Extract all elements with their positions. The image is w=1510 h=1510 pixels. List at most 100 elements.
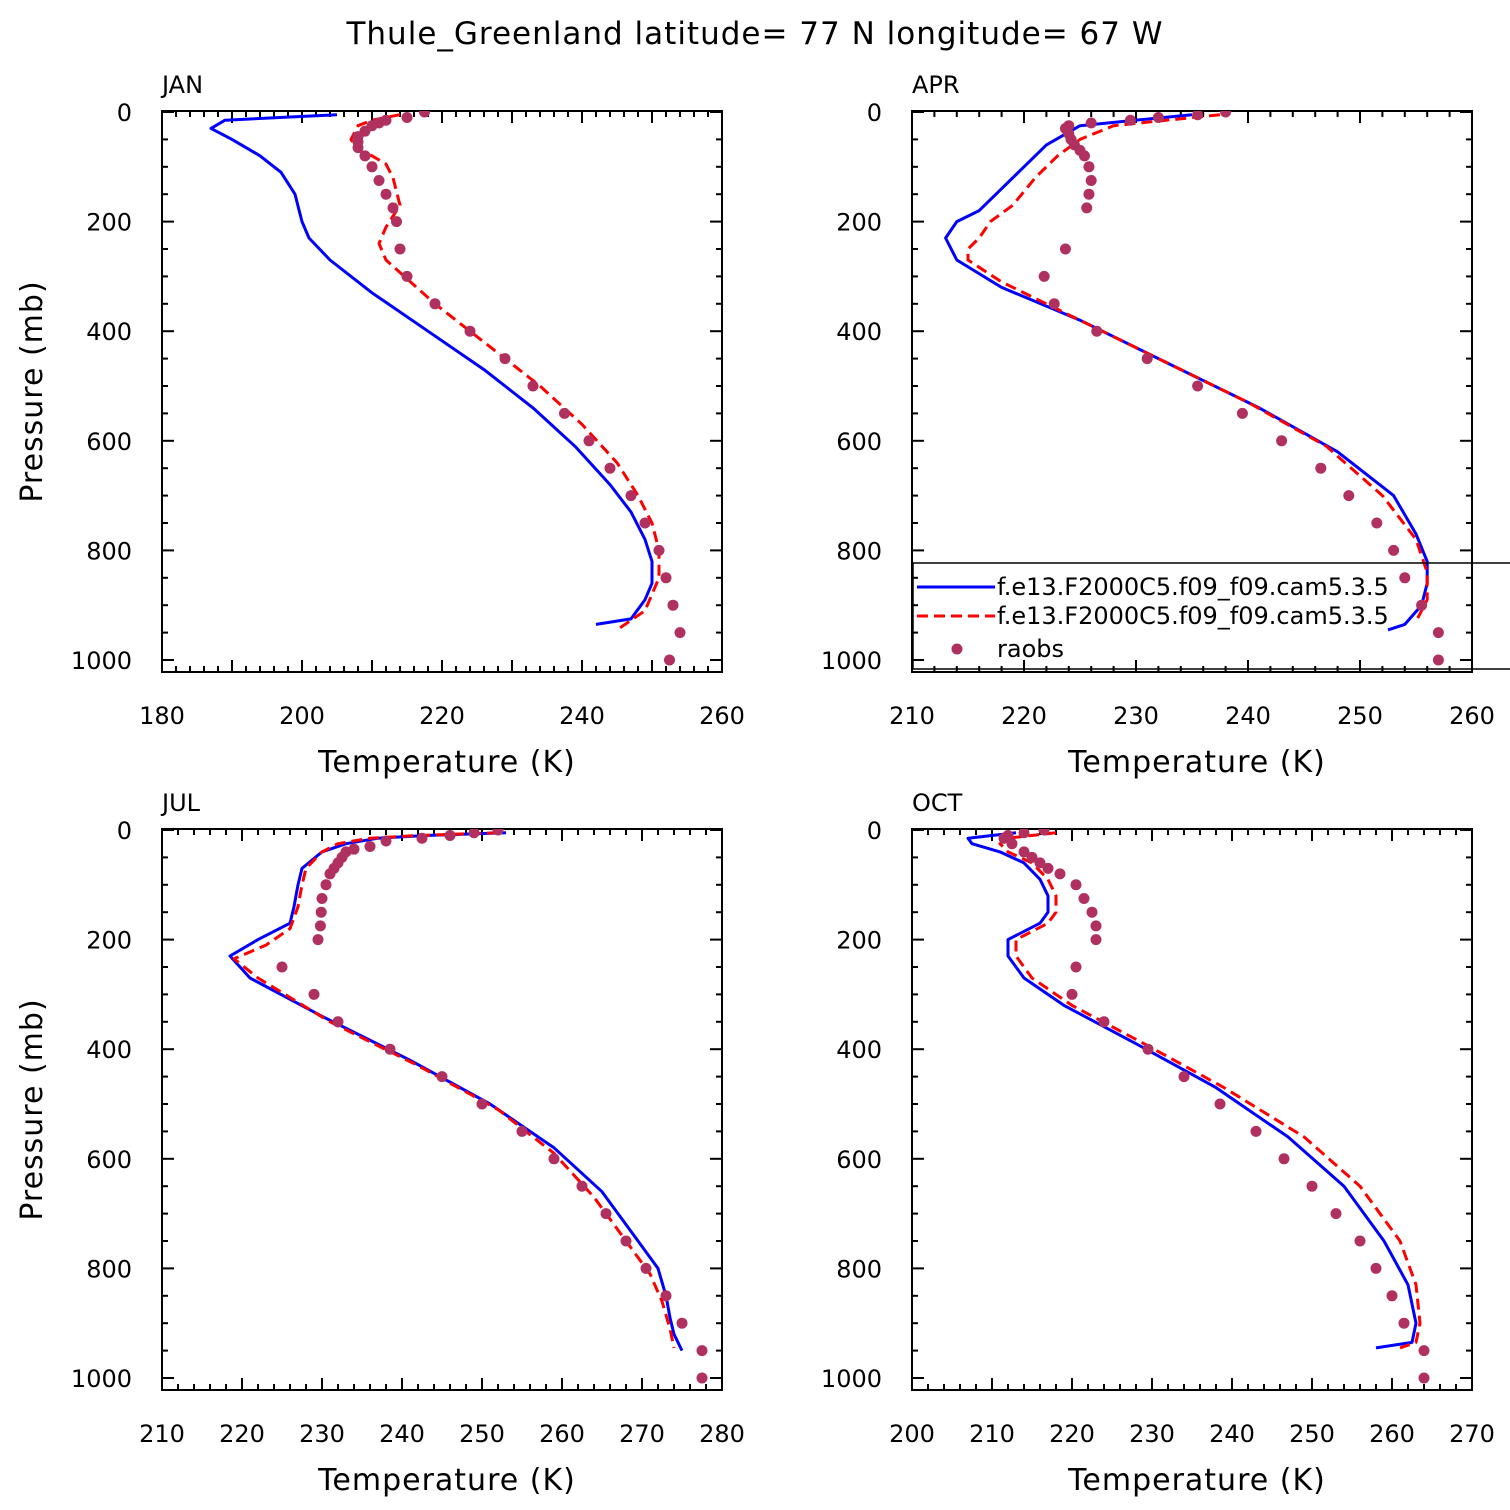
raobs-point — [516, 1125, 528, 1137]
plot-frame — [911, 110, 1473, 673]
raobs-point — [664, 654, 675, 666]
raobs-point — [429, 298, 441, 310]
x-tick-label: 240 — [1209, 1420, 1255, 1448]
raobs-point — [444, 829, 456, 841]
x-tick-label: 200 — [889, 1420, 935, 1448]
raobs-point — [499, 353, 511, 365]
series-group — [966, 829, 1430, 1384]
series-line-solid — [966, 831, 1418, 1350]
panels-group: JAN 180 200 220 240 260 0 200 400 600 800 1000 Tempe… — [15, 71, 1495, 1498]
panel-oct: OCT 200 210 220 230 240 250 260 270 0 200 400 600 800… — [821, 789, 1495, 1498]
y-tick-label: 600 — [86, 428, 132, 456]
y-tick-label: 400 — [836, 318, 882, 346]
raobs-point — [1054, 868, 1066, 880]
x-tick-label: 230 — [1129, 1420, 1175, 1448]
x-tick-label: 240 — [559, 702, 605, 730]
x-axis-label: Temperature (K) — [1067, 745, 1326, 780]
series-line-solid — [209, 113, 654, 626]
x-tick-label: 230 — [299, 1420, 345, 1448]
raobs-point — [1432, 654, 1444, 666]
plot-frame — [161, 828, 723, 1391]
y-tick-label: 1000 — [71, 1365, 132, 1393]
panel-title: APR — [912, 71, 960, 99]
raobs-point — [1083, 188, 1095, 200]
raobs-point — [1059, 243, 1071, 255]
raobs-point — [1141, 353, 1153, 365]
y-tick-label: 400 — [836, 1036, 882, 1064]
raobs-point — [653, 544, 665, 556]
plot-frame — [911, 828, 1473, 1391]
raobs-point — [1026, 851, 1038, 863]
y-tick-label: 1000 — [71, 647, 132, 675]
y-tick-label: 600 — [86, 1146, 132, 1174]
panel-title: OCT — [912, 789, 963, 817]
panel-jul: JUL 210 220 230 240 250 260 270 280 0 200 400 600 800… — [15, 789, 745, 1498]
raobs-point — [676, 1317, 688, 1329]
y-tick-label: 0 — [867, 817, 882, 845]
raobs-point — [1086, 906, 1098, 918]
x-tick-label: 240 — [1225, 702, 1271, 730]
raobs-point — [625, 490, 637, 502]
raobs-point — [1192, 111, 1204, 121]
y-tick-label: 600 — [836, 1146, 882, 1174]
series-group — [228, 829, 708, 1384]
x-tick-label: 220 — [1049, 1420, 1095, 1448]
series-line-dashed — [349, 113, 661, 632]
raobs-point — [387, 202, 399, 214]
raobs-point — [696, 1372, 708, 1384]
raobs-point — [324, 868, 336, 880]
raobs-point — [1371, 517, 1383, 529]
figure-title: Thule_Greenland latitude= 77 N longitude… — [345, 16, 1163, 52]
y-tick-label: 0 — [867, 99, 882, 127]
x-tick-label: 250 — [1337, 702, 1383, 730]
plot-frame — [161, 110, 723, 673]
y-tick-label: 600 — [836, 428, 882, 456]
raobs-point — [380, 835, 392, 847]
raobs-point — [366, 161, 378, 173]
raobs-point — [373, 175, 385, 186]
raobs-point — [1070, 961, 1082, 973]
x-tick-label: 200 — [279, 702, 325, 730]
raobs-point — [359, 150, 371, 162]
raobs-point — [1250, 1125, 1262, 1137]
raobs-point — [401, 111, 413, 123]
legend-marker-dot — [951, 643, 963, 655]
raobs-point — [998, 832, 1010, 844]
raobs-point — [548, 1153, 560, 1165]
raobs-point — [1090, 934, 1102, 946]
raobs-point — [1278, 1153, 1290, 1165]
raobs-point — [600, 1208, 612, 1220]
y-tick-label: 200 — [836, 927, 882, 955]
raobs-point — [380, 188, 392, 200]
y-tick-label: 1000 — [821, 647, 882, 675]
raobs-point — [352, 142, 364, 154]
x-tick-label: 210 — [889, 702, 935, 730]
raobs-point — [312, 934, 324, 946]
raobs-point — [394, 243, 406, 255]
y-tick-label: 0 — [117, 817, 132, 845]
raobs-point — [316, 893, 328, 904]
raobs-point — [1315, 462, 1327, 474]
y-tick-label: 800 — [836, 537, 882, 565]
raobs-point — [1386, 1290, 1398, 1302]
raobs-point — [464, 325, 476, 337]
raobs-point — [1085, 175, 1097, 186]
y-tick-label: 400 — [86, 1036, 132, 1064]
y-tick-label: 800 — [86, 1255, 132, 1283]
raobs-point — [1018, 846, 1030, 858]
raobs-point — [667, 599, 679, 611]
raobs-point — [1078, 893, 1090, 904]
y-tick-label: 400 — [86, 318, 132, 346]
raobs-point — [640, 1262, 652, 1274]
raobs-point — [1124, 114, 1136, 126]
raobs-point — [1343, 490, 1355, 502]
raobs-point — [1418, 1345, 1430, 1357]
series-line-dashed — [966, 113, 1429, 623]
raobs-point — [1078, 150, 1090, 162]
raobs-point — [1370, 1262, 1382, 1274]
raobs-point — [308, 988, 320, 1000]
x-tick-label: 270 — [619, 1420, 665, 1448]
series-group — [944, 111, 1444, 666]
raobs-point — [401, 270, 413, 282]
raobs-point — [1306, 1180, 1318, 1192]
